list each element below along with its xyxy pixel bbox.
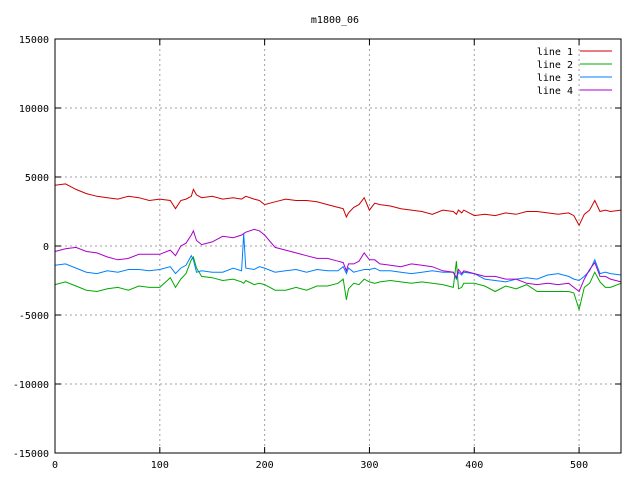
y-tick-label: -15000: [13, 449, 49, 460]
y-tick-label: 0: [43, 242, 49, 253]
x-tick-label: 0: [52, 460, 58, 471]
y-tick-label: -10000: [13, 380, 49, 391]
y-tick-label: 10000: [19, 104, 49, 115]
legend-label-4: line 4: [537, 86, 573, 97]
series-line-1: [54, 183, 622, 227]
series-line-2: [54, 255, 622, 312]
chart-title: m1800_06: [311, 15, 359, 26]
legend-label-1: line 1: [537, 47, 573, 58]
tick-layer: 0 100 200 300 400 500 -15000 -10000 -5000 0 5000 10…: [13, 35, 621, 471]
y-tick-label: 15000: [19, 35, 49, 46]
x-tick-label: 500: [570, 460, 588, 471]
legend-label-3: line 3: [537, 73, 573, 84]
legend: line 1 line 2 line 3 line 4: [537, 47, 612, 97]
plot-frame: [54, 38, 622, 454]
y-tick-label: 5000: [25, 173, 49, 184]
x-tick-label: 300: [360, 460, 378, 471]
x-tick-label: 200: [256, 460, 274, 471]
x-tick-label: 400: [465, 460, 483, 471]
x-tick-label: 100: [151, 460, 169, 471]
series-line-4: [54, 228, 622, 293]
y-tick-label: -5000: [19, 311, 49, 322]
grid-layer: [55, 39, 621, 453]
series-layer: [54, 183, 622, 312]
legend-label-2: line 2: [537, 60, 573, 71]
series-line-3: [54, 233, 622, 283]
